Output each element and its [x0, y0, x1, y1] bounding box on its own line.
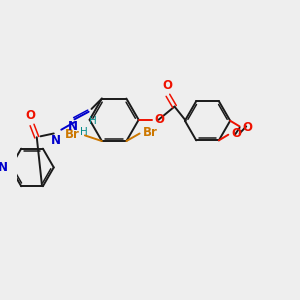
Text: O: O — [155, 113, 165, 126]
Text: O: O — [25, 109, 35, 122]
Text: N: N — [0, 161, 8, 174]
Text: O: O — [231, 127, 241, 140]
Text: N: N — [51, 134, 61, 147]
Text: Br: Br — [142, 126, 157, 139]
Text: H: H — [80, 127, 88, 137]
Text: N: N — [68, 120, 78, 133]
Text: O: O — [162, 80, 172, 92]
Text: H: H — [89, 116, 97, 127]
Text: Br: Br — [65, 128, 80, 141]
Text: O: O — [242, 121, 252, 134]
